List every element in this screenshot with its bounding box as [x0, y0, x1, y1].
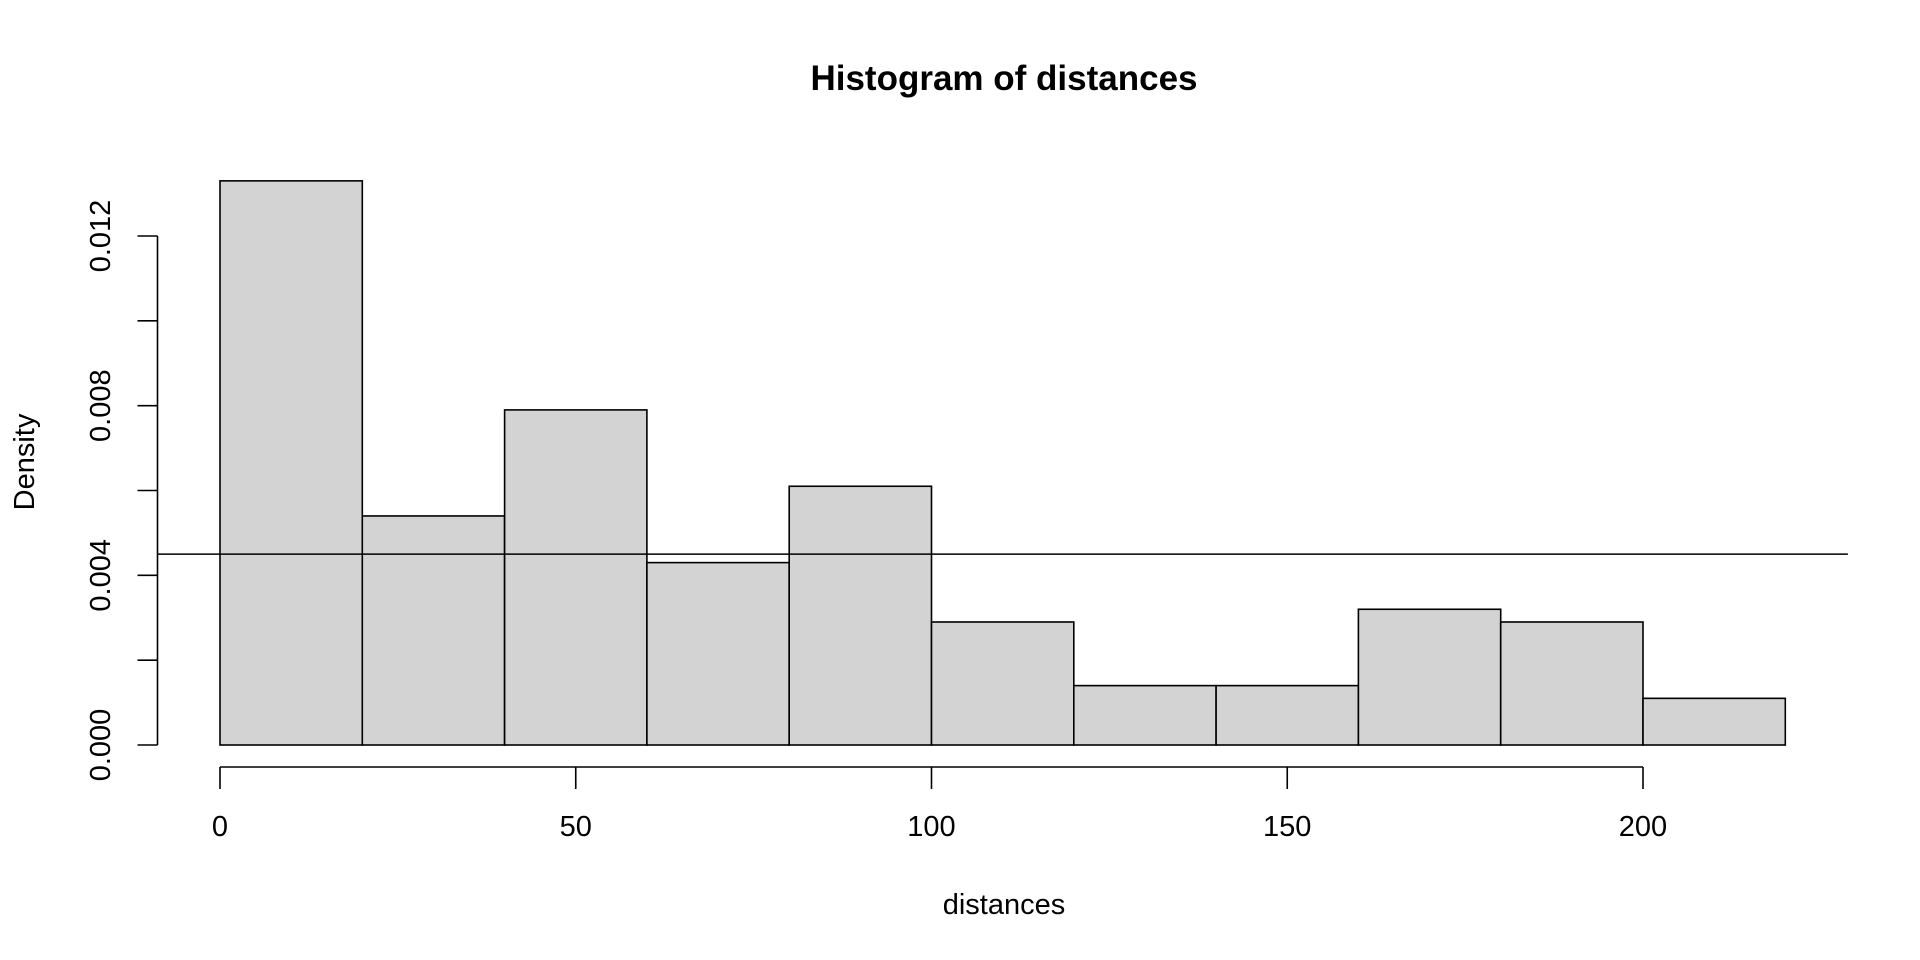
- y-tick-label: 0.000: [85, 709, 117, 782]
- histogram-bar: [788, 485, 933, 746]
- x-axis-label: distances: [943, 889, 1066, 921]
- axes: 0 50 100 150 200 0.000 0.004 0.008 0.012: [85, 200, 1848, 843]
- x-tick-label: 200: [1619, 811, 1667, 843]
- histogram-bar: [219, 180, 364, 746]
- histogram-bar: [1499, 621, 1644, 746]
- bars: [219, 180, 1787, 746]
- chart-title: Histogram of distances: [810, 59, 1197, 98]
- histogram-bar: [930, 621, 1075, 746]
- histogram-bar: [361, 515, 506, 746]
- histogram-bar: [1215, 684, 1360, 746]
- x-tick-label: 50: [560, 811, 592, 843]
- histogram-bar: [1357, 608, 1502, 746]
- y-tick-label: 0.008: [85, 369, 117, 442]
- y-tick-label: 0.012: [85, 200, 117, 273]
- x-tick-label: 150: [1263, 811, 1311, 843]
- x-tick-label: 0: [212, 811, 228, 843]
- histogram-bar: [503, 409, 648, 746]
- x-tick-label: 100: [907, 811, 955, 843]
- y-axis-label: Density: [9, 413, 41, 510]
- histogram-bar: [1073, 684, 1217, 746]
- y-tick-label: 0.004: [85, 539, 117, 612]
- histogram-bar: [646, 561, 791, 746]
- histogram-bar: [1642, 697, 1787, 746]
